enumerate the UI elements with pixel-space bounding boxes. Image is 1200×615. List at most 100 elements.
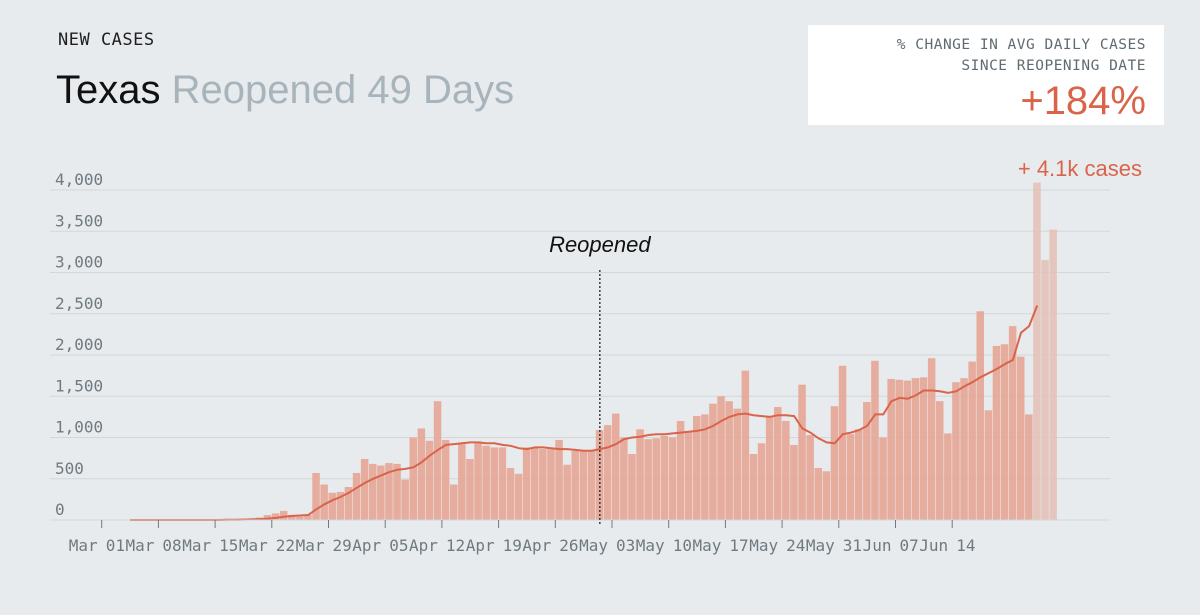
daily-bar: [976, 311, 984, 520]
daily-bar: [782, 421, 790, 520]
daily-bar: [531, 447, 539, 520]
x-tick-month: May: [636, 536, 665, 555]
daily-bars: [223, 182, 1057, 520]
x-tick-month: Apr: [409, 536, 438, 555]
daily-bar: [587, 449, 596, 520]
daily-bar: [676, 421, 685, 520]
x-tick-month: May: [806, 536, 835, 555]
daily-bar: [409, 437, 417, 520]
x-tick-day: 19: [503, 536, 522, 555]
daily-bar: [441, 439, 450, 520]
daily-bar: [539, 449, 547, 520]
daily-bar: [1008, 326, 1017, 520]
percent-change-card: % CHANGE IN AVG DAILY CASES SINCE REOPEN…: [808, 25, 1164, 125]
daily-bar: [968, 361, 976, 520]
daily-bar: [911, 378, 920, 520]
daily-bar: [271, 513, 280, 520]
daily-bar: [871, 360, 879, 520]
daily-bar: [506, 468, 515, 520]
daily-bar: [369, 463, 377, 520]
daily-bar: [498, 447, 507, 520]
x-tick-month: Mar: [296, 536, 325, 555]
daily-bar: [644, 439, 652, 520]
daily-bar: [514, 473, 523, 520]
daily-bar: [466, 458, 474, 520]
daily-bar: [433, 401, 442, 520]
x-tick-day: 17: [729, 536, 748, 555]
daily-bar: [620, 437, 628, 520]
daily-bar: [312, 472, 320, 520]
y-tick-label: 3,000: [55, 253, 103, 272]
daily-bar: [774, 406, 782, 520]
daily-bar: [377, 465, 385, 520]
daily-bar: [571, 450, 579, 520]
daily-bar: [790, 444, 798, 520]
average-line-group: [130, 305, 1039, 521]
x-tick-month: May: [579, 536, 608, 555]
daily-bar: [450, 484, 458, 520]
daily-bar: [603, 425, 612, 520]
y-tick-label: 0: [55, 500, 65, 519]
daily-bar: [927, 358, 936, 520]
state-name: Texas: [56, 68, 161, 112]
daily-bar: [919, 377, 928, 520]
daily-bar: [814, 468, 822, 520]
daily-bar: [474, 441, 482, 520]
daily-bar: [344, 487, 353, 520]
reopened-days: Reopened 49 Days: [171, 68, 515, 112]
y-tick-label: 2,500: [55, 294, 103, 313]
daily-bar: [709, 403, 717, 520]
daily-bar: [717, 396, 725, 520]
x-tick-day: 29: [333, 536, 352, 555]
daily-bar: [992, 345, 1001, 520]
daily-bar: [401, 479, 409, 520]
daily-bar: [563, 464, 571, 520]
x-axis: Mar 01 Mar 08 Mar 15 Mar 22 Mar 29 Apr 05 Apr 12 Apr 19…: [69, 519, 1110, 555]
daily-bar: [1017, 356, 1025, 520]
daily-bar: [887, 378, 895, 520]
x-tick-day: 26: [559, 536, 578, 555]
daily-bar: [757, 443, 766, 520]
daily-bar: [903, 380, 912, 520]
x-tick-day: 12: [446, 536, 465, 555]
x-tick-month: Jun: [919, 536, 948, 555]
y-tick-label: 500: [55, 459, 84, 478]
percent-change-label-line2: SINCE REOPENING DATE: [961, 58, 1146, 74]
page-title: Texas Reopened 49 Days: [56, 68, 514, 113]
x-tick-day: 24: [786, 536, 805, 555]
x-tick-month: Apr: [352, 536, 381, 555]
y-tick-label: 4,000: [55, 170, 103, 189]
x-tick-month: Jun: [863, 536, 892, 555]
daily-bar: [304, 515, 312, 520]
daily-bar: [806, 435, 814, 520]
daily-bar: [1041, 260, 1049, 520]
daily-bar: [393, 463, 401, 520]
y-tick-label: 1,500: [55, 376, 103, 395]
daily-bar: [741, 370, 750, 520]
daily-bar: [490, 447, 498, 520]
x-tick-day: 05: [389, 536, 408, 555]
daily-bar: [846, 434, 855, 520]
daily-bar: [822, 471, 831, 520]
daily-bar: [612, 413, 620, 520]
x-tick-day: 10: [673, 536, 692, 555]
daily-bar: [360, 458, 369, 520]
last-value-annotation: + 4.1k cases: [1018, 156, 1142, 181]
chart-kicker: NEW CASES: [58, 30, 155, 50]
x-tick-month: May: [692, 536, 721, 555]
x-tick-day: 14: [956, 536, 975, 555]
daily-bar: [960, 378, 968, 520]
daily-bar: [725, 401, 733, 520]
daily-bar: [895, 379, 903, 520]
daily-bar: [684, 430, 693, 520]
daily-bar: [1033, 182, 1041, 520]
daily-bar: [352, 472, 361, 520]
daily-bar: [1049, 229, 1057, 520]
daily-bar: [749, 454, 758, 520]
y-axis: 0 500 1,000 1,500 2,000 2,500 3,000 3,500 4,000: [55, 170, 103, 519]
x-tick-month: Mar: [239, 536, 268, 555]
daily-bar: [547, 449, 555, 520]
daily-bar: [879, 437, 887, 520]
daily-bar: [701, 414, 709, 520]
